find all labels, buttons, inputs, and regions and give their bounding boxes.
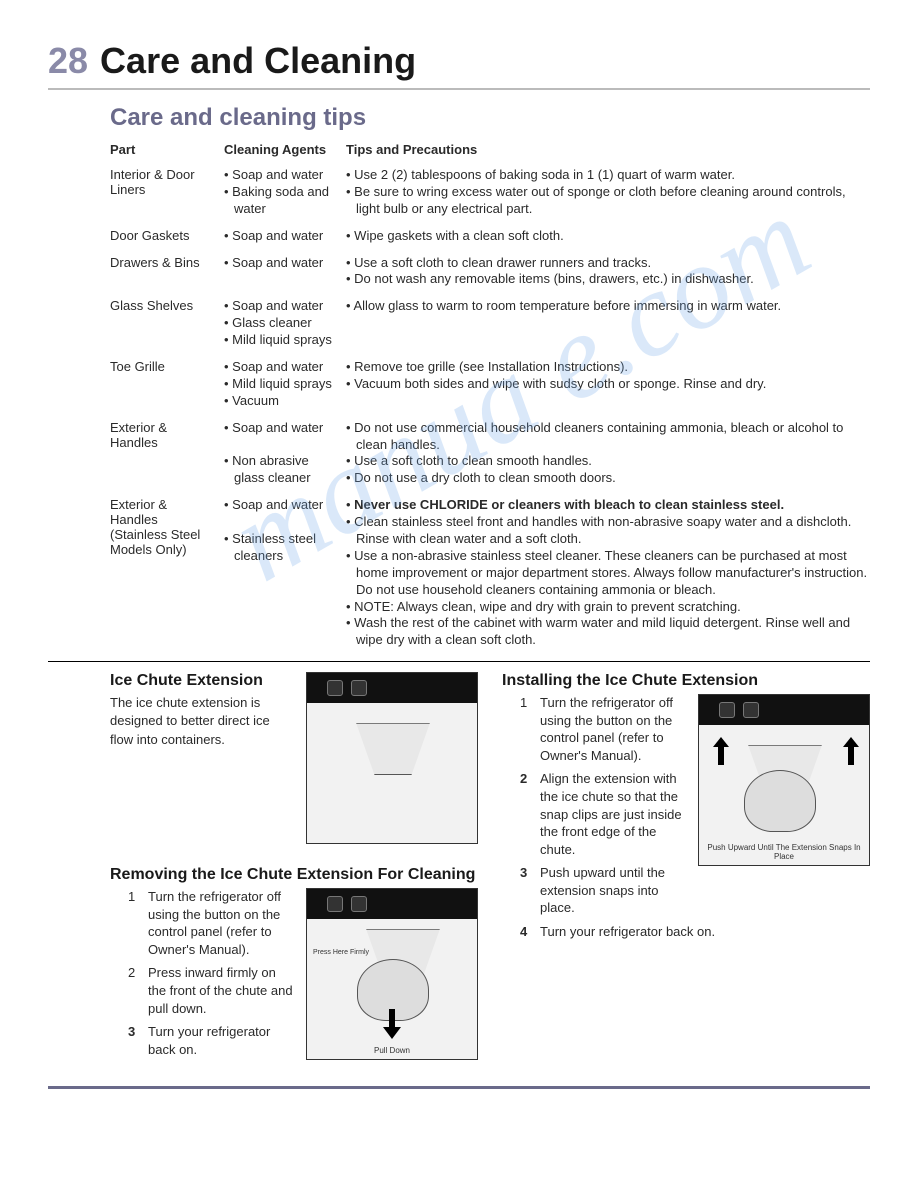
ice-chute-figure-install: Push Upward Until The Extension Snaps In… — [698, 694, 870, 866]
ice-chute-figure-remove: Press Here Firmly Pull Down — [306, 888, 478, 1060]
cell-tips: Use 2 (2) tablespoons of baking soda in … — [346, 167, 870, 218]
page-number: 28 — [48, 40, 88, 81]
arrow-down-icon — [383, 1009, 401, 1039]
cell-tips: Allow glass to warm to room temperature … — [346, 298, 870, 349]
table-row: Exterior & HandlesSoap and water.Non abr… — [110, 420, 870, 488]
table-row: Interior & Door LinersSoap and waterBaki… — [110, 167, 870, 218]
list-item: 3Turn your refrigerator back on. — [128, 1023, 296, 1058]
section-title: Care and cleaning tips — [110, 104, 870, 132]
right-column: Installing the Ice Chute Extension Push … — [502, 672, 870, 1068]
cell-part: Exterior & Handles (Stainless Steel Mode… — [110, 497, 224, 649]
cell-agents: Soap and water.Stainless steel cleaners — [224, 497, 346, 649]
cleaning-table: Part Cleaning Agents Tips and Precaution… — [110, 142, 870, 649]
list-item: 4Turn your refrigerator back on. — [520, 923, 870, 941]
cell-part: Interior & Door Liners — [110, 167, 224, 218]
installing-title: Installing the Ice Chute Extension — [502, 672, 870, 690]
cell-part: Drawers & Bins — [110, 255, 224, 289]
list-item: 1Turn the refrigerator off using the but… — [520, 694, 688, 764]
section-rule — [48, 661, 870, 662]
table-row: Door GasketsSoap and waterWipe gaskets w… — [110, 228, 870, 245]
cell-part: Toe Grille — [110, 359, 224, 410]
cell-tips: Use a soft cloth to clean drawer runners… — [346, 255, 870, 289]
ice-chute-columns: Ice Chute Extension The ice chute extens… — [110, 672, 870, 1068]
press-here-label: Press Here Firmly — [313, 949, 369, 956]
list-item: 2Press inward firmly on the front of the… — [128, 964, 296, 1017]
cell-agents: Soap and waterGlass cleanerMild liquid s… — [224, 298, 346, 349]
cell-tips: Do not use commercial household cleaners… — [346, 420, 870, 488]
cell-tips: Remove toe grille (see Installation Inst… — [346, 359, 870, 410]
table-row: Glass ShelvesSoap and waterGlass cleaner… — [110, 298, 870, 349]
arrow-up-icon-left — [713, 737, 729, 765]
ice-chute-figure-1 — [306, 672, 478, 844]
cell-agents: Soap and waterMild liquid spraysVacuum — [224, 359, 346, 410]
cell-part: Glass Shelves — [110, 298, 224, 349]
title-rule — [48, 88, 870, 90]
th-part: Part — [110, 142, 224, 157]
page-title: 28 Care and Cleaning — [48, 40, 870, 82]
list-item: 2Align the extension with the ice chute … — [520, 770, 688, 858]
cell-agents: Soap and water.Non abrasive glass cleane… — [224, 420, 346, 488]
removing-title: Removing the Ice Chute Extension For Cle… — [110, 866, 478, 884]
cell-agents: Soap and waterBaking soda and water — [224, 167, 346, 218]
list-item: 1Turn the refrigerator off using the but… — [128, 888, 296, 958]
cell-part: Exterior & Handles — [110, 420, 224, 488]
left-column: Ice Chute Extension The ice chute extens… — [110, 672, 478, 1068]
cell-tips: Wipe gaskets with a clean soft cloth. — [346, 228, 870, 245]
th-agents: Cleaning Agents — [224, 142, 346, 157]
th-tips: Tips and Precautions — [346, 142, 870, 157]
table-row: Toe GrilleSoap and waterMild liquid spra… — [110, 359, 870, 410]
arrow-up-icon-right — [843, 737, 859, 765]
page-title-text: Care and Cleaning — [100, 40, 416, 81]
table-row: Drawers & BinsSoap and waterUse a soft c… — [110, 255, 870, 289]
list-item: 3Push upward until the extension snaps i… — [520, 864, 688, 917]
table-header-row: Part Cleaning Agents Tips and Precaution… — [110, 142, 870, 157]
cell-agents: Soap and water — [224, 228, 346, 245]
cell-part: Door Gaskets — [110, 228, 224, 245]
cell-agents: Soap and water — [224, 255, 346, 289]
install-fig-caption: Push Upward Until The Extension Snaps In… — [703, 843, 865, 861]
cell-tips: Never use CHLORIDE or cleaners with blea… — [346, 497, 870, 649]
table-row: Exterior & Handles (Stainless Steel Mode… — [110, 497, 870, 649]
bottom-rule — [48, 1086, 870, 1089]
pull-down-label: Pull Down — [311, 1046, 473, 1055]
